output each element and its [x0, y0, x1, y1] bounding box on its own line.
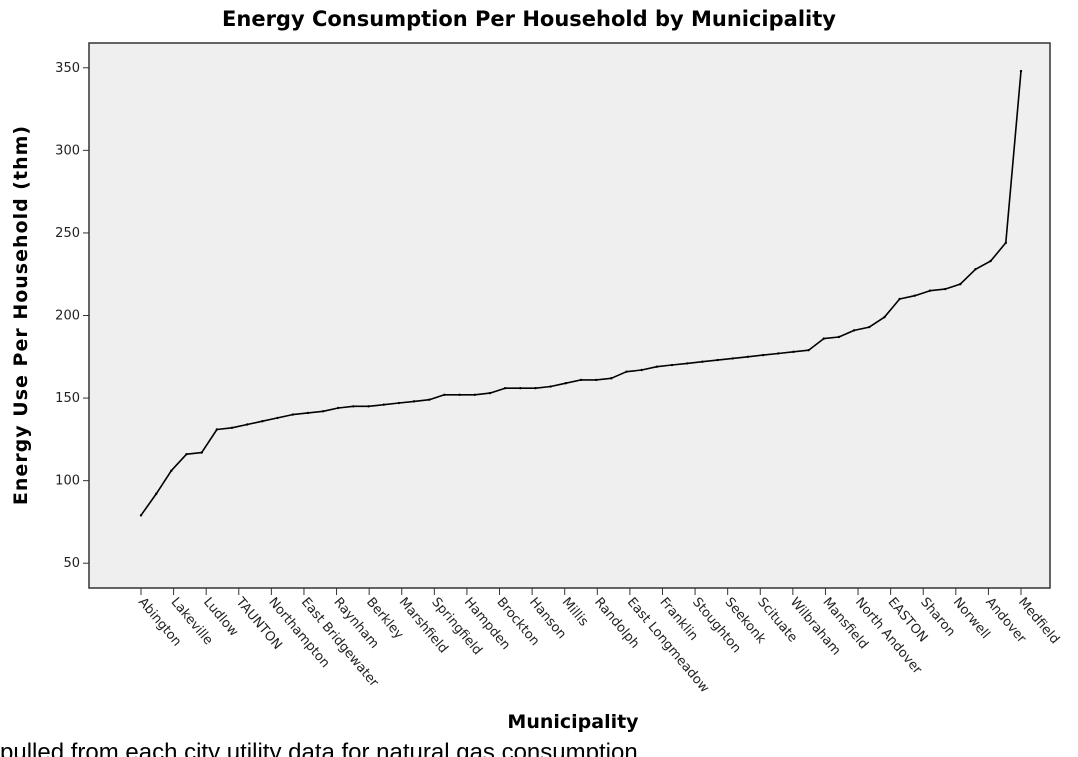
data-point	[246, 423, 249, 426]
y-tick-label: 50	[63, 556, 80, 571]
data-point	[306, 411, 310, 415]
data-point	[640, 368, 643, 372]
data-point	[261, 419, 264, 423]
data-point	[792, 350, 795, 354]
data-point	[564, 382, 568, 385]
data-point	[412, 400, 416, 403]
data-point	[610, 377, 613, 380]
caption-text: pulled from each city utility data for n…	[0, 739, 638, 757]
data-point	[807, 348, 810, 352]
data-point	[367, 405, 370, 408]
data-point	[928, 289, 932, 292]
y-axis-label: Energy Use Per Household (thm)	[10, 125, 32, 505]
data-point	[519, 386, 522, 390]
data-point	[898, 297, 901, 301]
data-point	[777, 352, 780, 355]
data-point	[337, 406, 340, 410]
data-point	[549, 385, 552, 388]
chart-title: Energy Consumption Per Household by Muni…	[222, 7, 836, 31]
x-axis: AbingtonLakevilleLudlowTAUNTONNorthampto…	[135, 588, 1062, 696]
data-point	[761, 353, 765, 357]
data-point	[321, 410, 325, 413]
data-point	[852, 329, 856, 332]
data-point	[215, 428, 219, 431]
data-point	[443, 393, 446, 396]
data-point	[594, 378, 598, 382]
data-point	[397, 401, 401, 405]
data-point	[746, 355, 750, 358]
data-point	[503, 386, 507, 390]
data-point	[625, 370, 628, 373]
data-point	[686, 362, 689, 365]
data-point	[883, 315, 886, 319]
data-point	[230, 426, 234, 430]
data-point	[655, 365, 659, 368]
y-tick-label: 250	[55, 226, 80, 241]
data-point	[473, 393, 476, 396]
data-point	[352, 405, 355, 408]
data-point	[291, 413, 294, 416]
data-point	[154, 492, 158, 496]
data-point	[670, 363, 674, 367]
data-point	[534, 386, 537, 390]
y-tick-label: 300	[55, 143, 80, 158]
data-point	[974, 268, 977, 271]
line-chart: Energy Consumption Per Household by Muni…	[10, 7, 1062, 733]
data-point	[868, 325, 871, 329]
series-line-group	[139, 69, 1023, 517]
data-point	[989, 259, 992, 263]
data-point	[458, 393, 461, 396]
x-axis-label: Municipality	[507, 711, 639, 733]
y-tick-label: 350	[55, 61, 80, 76]
data-point	[1004, 241, 1008, 245]
data-point	[488, 391, 492, 395]
data-point	[731, 357, 734, 360]
data-point	[822, 337, 825, 340]
data-point	[701, 360, 704, 363]
y-axis: 50 100 150 200 250 300 350	[55, 61, 89, 571]
data-point	[913, 294, 916, 297]
data-point	[185, 453, 188, 456]
y-tick-label: 200	[55, 309, 80, 324]
data-point	[959, 282, 962, 286]
plot-area	[88, 42, 1051, 589]
data-point	[1019, 69, 1023, 73]
data-point	[716, 358, 719, 362]
data-point	[579, 378, 583, 382]
y-tick-label: 100	[55, 474, 80, 489]
data-point	[837, 335, 841, 339]
data-point	[276, 416, 279, 420]
data-point	[428, 398, 431, 401]
data-point	[943, 287, 947, 291]
data-point	[200, 451, 203, 454]
y-tick-label: 150	[55, 391, 80, 406]
data-point	[170, 469, 173, 472]
data-point	[139, 514, 143, 517]
data-point	[382, 403, 385, 406]
